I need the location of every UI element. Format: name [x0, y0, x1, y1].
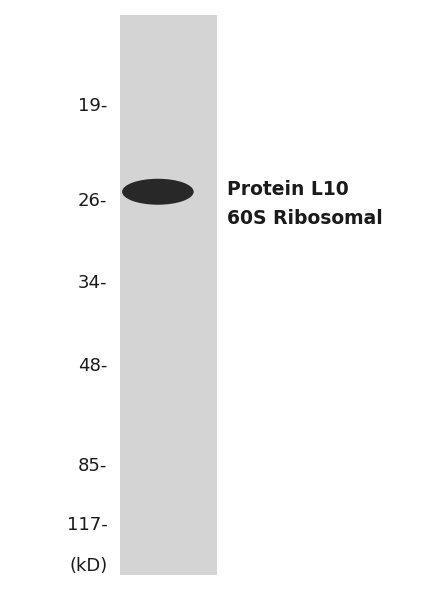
Text: 34-: 34- [78, 274, 107, 292]
Text: (kD): (kD) [69, 558, 107, 575]
Bar [120, 15, 217, 575]
Text: Protein L10: Protein L10 [227, 180, 349, 199]
Text: 60S Ribosomal: 60S Ribosomal [227, 209, 383, 228]
Ellipse shape [122, 179, 194, 205]
Text: 48-: 48- [78, 357, 107, 375]
Text: 19-: 19- [78, 97, 107, 115]
Text: 26-: 26- [78, 192, 107, 209]
Text: 85-: 85- [78, 457, 107, 475]
Text: 117-: 117- [67, 516, 107, 534]
